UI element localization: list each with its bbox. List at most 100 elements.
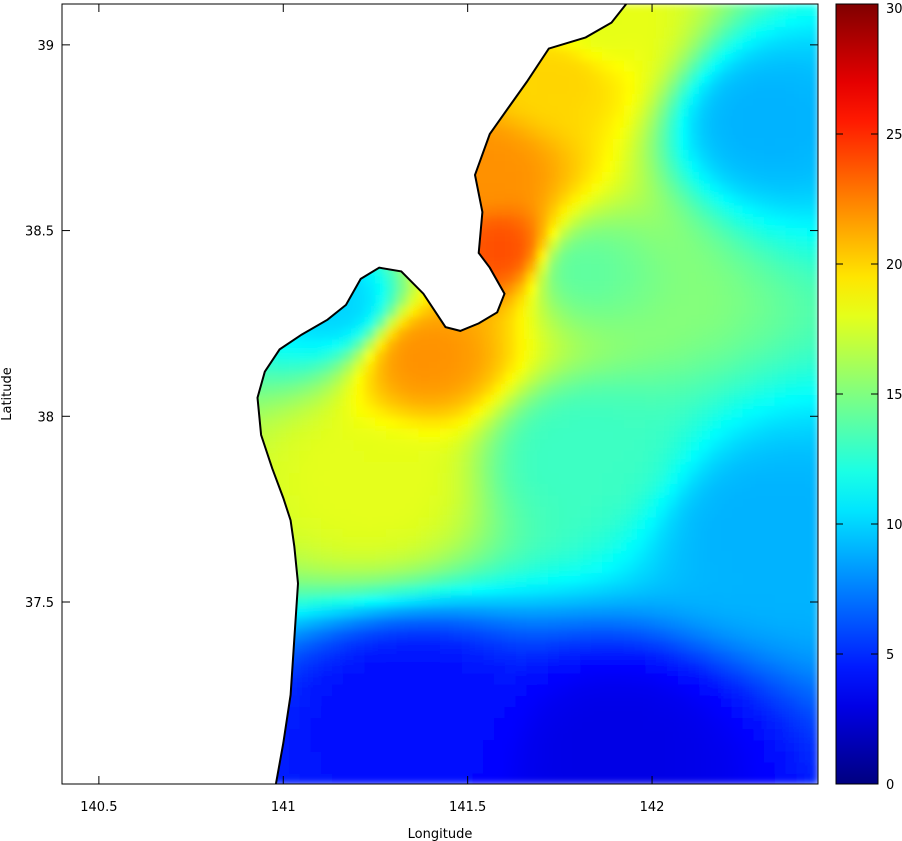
heatmap-cell xyxy=(440,338,452,351)
heatmap-cell xyxy=(299,739,312,752)
heatmap-cell xyxy=(407,594,420,607)
heatmap-cell xyxy=(321,494,333,507)
heatmap-cell xyxy=(796,37,809,50)
heatmap-cell xyxy=(623,215,636,228)
heatmap-cell xyxy=(526,516,539,529)
heatmap-cell xyxy=(288,527,301,540)
heatmap-cell xyxy=(310,683,323,696)
heatmap-cell xyxy=(461,683,474,696)
heatmap-cell xyxy=(580,182,593,195)
heatmap-cell xyxy=(342,460,355,473)
heatmap-cell xyxy=(774,382,787,395)
heatmap-cell xyxy=(666,717,679,730)
heatmap-cell xyxy=(504,427,517,440)
heatmap-cell xyxy=(720,483,733,496)
heatmap-cell xyxy=(764,472,776,485)
heatmap-cell xyxy=(299,527,312,540)
heatmap-cell xyxy=(796,683,809,696)
heatmap-cell xyxy=(807,494,818,507)
heatmap-cell xyxy=(569,182,582,195)
heatmap-cell xyxy=(699,483,711,496)
heatmap-cell xyxy=(364,594,377,607)
colorbar-tick-label: 0 xyxy=(886,778,894,793)
heatmap-cell xyxy=(785,93,798,106)
heatmap-cell xyxy=(634,93,647,106)
heatmap-cell xyxy=(807,260,818,273)
heatmap-cell xyxy=(677,316,690,329)
heatmap-cell xyxy=(645,137,657,150)
heatmap-cell xyxy=(656,193,668,206)
heatmap-cell xyxy=(548,561,560,574)
heatmap-cell xyxy=(504,527,517,540)
heatmap-cell xyxy=(353,449,366,462)
heatmap-cell xyxy=(483,160,495,173)
heatmap-cell xyxy=(753,137,765,150)
heatmap-cell xyxy=(375,628,387,641)
heatmap-cell xyxy=(569,171,582,184)
heatmap-cell xyxy=(418,750,431,763)
heatmap-cell xyxy=(753,438,765,451)
heatmap-cell xyxy=(656,772,668,784)
heatmap-cell xyxy=(710,349,722,362)
heatmap-cell xyxy=(472,650,485,663)
heatmap-cell xyxy=(342,394,355,407)
heatmap-cell xyxy=(483,661,495,674)
heatmap-cell xyxy=(666,550,679,563)
heatmap-cell xyxy=(321,739,333,752)
heatmap-cell xyxy=(407,427,420,440)
heatmap-cell xyxy=(742,171,755,184)
heatmap-cell xyxy=(645,316,657,329)
heatmap-cell xyxy=(332,360,344,373)
heatmap-cell xyxy=(396,583,409,596)
heatmap-cell xyxy=(310,371,323,384)
heatmap-cell xyxy=(526,717,539,730)
heatmap-cell xyxy=(699,360,711,373)
heatmap-cell xyxy=(602,204,614,217)
heatmap-cell xyxy=(688,516,701,529)
heatmap-cell xyxy=(558,561,571,574)
heatmap-cell xyxy=(548,639,560,652)
heatmap-cell xyxy=(407,472,420,485)
heatmap-cell xyxy=(353,460,366,473)
heatmap-cell xyxy=(526,338,539,351)
heatmap-cell xyxy=(710,282,722,295)
heatmap-cell xyxy=(688,650,701,663)
heatmap-cell xyxy=(720,594,733,607)
heatmap-cell xyxy=(310,527,323,540)
heatmap-cell xyxy=(396,371,409,384)
heatmap-cell xyxy=(472,416,485,429)
heatmap-cell xyxy=(688,215,701,228)
heatmap-cell xyxy=(526,572,539,585)
heatmap-cell xyxy=(764,639,776,652)
heatmap-cell xyxy=(461,460,474,473)
heatmap-cell xyxy=(548,772,560,784)
heatmap-cell xyxy=(753,405,765,418)
heatmap-cell xyxy=(656,93,668,106)
heatmap-cell xyxy=(688,561,701,574)
heatmap-cell xyxy=(796,505,809,518)
heatmap-cell xyxy=(742,104,755,117)
heatmap-cell xyxy=(666,628,679,641)
heatmap-cell xyxy=(515,438,528,451)
heatmap-cell xyxy=(429,739,441,752)
heatmap-cell xyxy=(310,472,323,485)
heatmap-cell xyxy=(753,650,765,663)
heatmap-cell xyxy=(299,371,312,384)
heatmap-cell xyxy=(710,494,722,507)
heatmap-cell xyxy=(774,772,787,784)
heatmap-cell xyxy=(321,583,333,596)
heatmap-cell xyxy=(796,527,809,540)
heatmap-cell xyxy=(785,483,798,496)
heatmap-cell xyxy=(504,472,517,485)
heatmap-cell xyxy=(623,538,636,551)
heatmap-cell xyxy=(666,561,679,574)
heatmap-cell xyxy=(364,438,377,451)
heatmap-cell xyxy=(720,561,733,574)
heatmap-cell xyxy=(710,416,722,429)
heatmap-cell xyxy=(569,661,582,674)
heatmap-cell xyxy=(418,672,431,685)
heatmap-cell xyxy=(699,148,711,161)
heatmap-cell xyxy=(623,260,636,273)
heatmap-cell xyxy=(396,750,409,763)
heatmap-cell xyxy=(656,371,668,384)
